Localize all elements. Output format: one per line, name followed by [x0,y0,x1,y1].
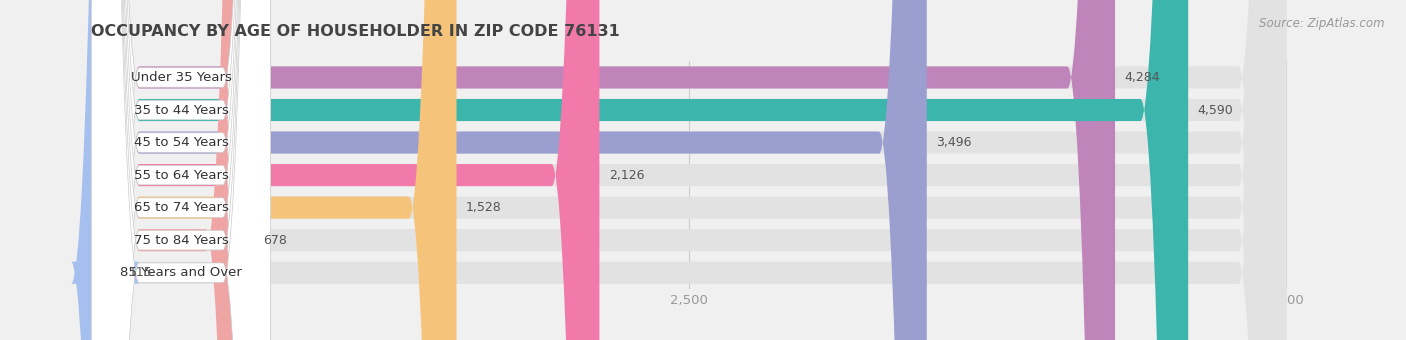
Text: Source: ZipAtlas.com: Source: ZipAtlas.com [1260,17,1385,30]
FancyBboxPatch shape [91,0,1286,340]
FancyBboxPatch shape [91,0,270,340]
Text: 75 to 84 Years: 75 to 84 Years [134,234,228,247]
Text: 2,126: 2,126 [609,169,644,182]
FancyBboxPatch shape [72,0,139,340]
FancyBboxPatch shape [91,0,1286,340]
Text: 678: 678 [263,234,287,247]
Text: 45 to 54 Years: 45 to 54 Years [134,136,228,149]
FancyBboxPatch shape [91,0,1286,340]
FancyBboxPatch shape [91,0,927,340]
FancyBboxPatch shape [91,0,1286,340]
FancyBboxPatch shape [91,0,457,340]
FancyBboxPatch shape [91,0,270,340]
FancyBboxPatch shape [91,0,270,340]
Text: Under 35 Years: Under 35 Years [131,71,232,84]
Text: 115: 115 [128,266,152,279]
FancyBboxPatch shape [91,0,270,340]
FancyBboxPatch shape [91,0,1115,340]
FancyBboxPatch shape [91,0,1286,340]
Text: 3,496: 3,496 [936,136,972,149]
FancyBboxPatch shape [91,0,270,340]
Text: 1,528: 1,528 [465,201,502,214]
Text: 85 Years and Over: 85 Years and Over [120,266,242,279]
FancyBboxPatch shape [91,0,253,340]
Text: 65 to 74 Years: 65 to 74 Years [134,201,228,214]
FancyBboxPatch shape [91,0,270,340]
Text: 4,284: 4,284 [1125,71,1160,84]
Text: OCCUPANCY BY AGE OF HOUSEHOLDER IN ZIP CODE 76131: OCCUPANCY BY AGE OF HOUSEHOLDER IN ZIP C… [91,24,620,39]
FancyBboxPatch shape [91,0,1188,340]
Text: 55 to 64 Years: 55 to 64 Years [134,169,228,182]
Text: 35 to 44 Years: 35 to 44 Years [134,103,228,117]
FancyBboxPatch shape [91,0,270,340]
FancyBboxPatch shape [91,0,1286,340]
FancyBboxPatch shape [91,0,599,340]
FancyBboxPatch shape [91,0,1286,340]
Text: 4,590: 4,590 [1198,103,1233,117]
